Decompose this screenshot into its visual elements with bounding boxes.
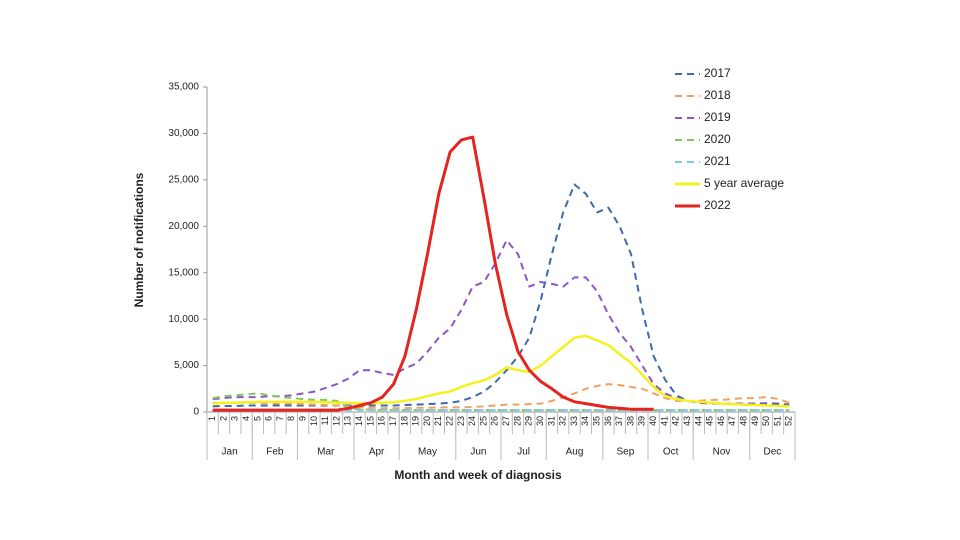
x-tick-label: 4 <box>241 416 251 421</box>
legend-label: 2021 <box>704 154 731 168</box>
legend-label: 5 year average <box>704 176 784 190</box>
legend-label: 2022 <box>704 198 731 212</box>
x-tick-label: 12 <box>331 416 341 426</box>
x-tick-label: 49 <box>750 416 760 426</box>
x-tick-label: 35 <box>591 416 601 426</box>
y-tick-label: 35,000 <box>168 82 199 93</box>
y-tick-label: 10,000 <box>168 314 199 325</box>
x-tick-label: 15 <box>365 416 375 426</box>
legend-label: 2018 <box>704 88 731 102</box>
x-tick-label: 32 <box>558 416 568 426</box>
x-tick-label: 48 <box>738 416 748 426</box>
month-label: Feb <box>266 447 284 458</box>
month-label: Mar <box>317 447 335 458</box>
x-tick-label: 17 <box>388 416 398 426</box>
legend-label: 2017 <box>704 66 731 80</box>
x-axis-title: Month and week of diagnosis <box>394 468 562 482</box>
y-tick-label: 30,000 <box>168 128 199 139</box>
x-tick-label: 27 <box>501 416 511 426</box>
month-label: Jan <box>222 447 238 458</box>
x-tick-label: 6 <box>264 416 274 421</box>
x-tick-label: 33 <box>569 416 579 426</box>
x-tick-label: 43 <box>682 416 692 426</box>
x-tick-label: 37 <box>614 416 624 426</box>
x-tick-label: 36 <box>603 416 613 426</box>
y-tick-label: 20,000 <box>168 221 199 232</box>
month-label: Aug <box>566 447 584 458</box>
series-line <box>212 239 790 407</box>
x-tick-label: 2 <box>218 416 228 421</box>
x-tick-label: 21 <box>433 416 443 426</box>
x-tick-label: 19 <box>411 416 421 426</box>
x-tick-label: 26 <box>490 416 500 426</box>
series-line <box>212 334 790 408</box>
month-label: Nov <box>713 447 731 458</box>
x-tick-label: 50 <box>761 416 771 426</box>
month-label: Oct <box>663 447 679 458</box>
x-tick-label: 40 <box>648 416 658 426</box>
x-tick-label: 47 <box>727 416 737 426</box>
month-label: Jun <box>470 447 486 458</box>
x-tick-label: 20 <box>422 416 432 426</box>
x-tick-label: 24 <box>467 416 477 426</box>
y-tick-label: 5,000 <box>174 360 199 371</box>
month-label: May <box>418 447 437 458</box>
x-tick-label: 52 <box>784 416 794 426</box>
x-tick-label: 14 <box>354 416 364 426</box>
x-tick-label: 23 <box>456 416 466 426</box>
x-tick-label: 9 <box>297 416 307 421</box>
legend-label: 2019 <box>704 110 731 124</box>
x-tick-label: 28 <box>512 416 522 426</box>
x-tick-label: 22 <box>444 416 454 426</box>
month-label: Jul <box>517 447 530 458</box>
series-line <box>212 383 790 410</box>
month-label: Sep <box>616 447 634 458</box>
series-line <box>212 135 654 412</box>
legend-label: 2020 <box>704 132 731 146</box>
x-tick-label: 34 <box>580 416 590 426</box>
y-tick-label: 15,000 <box>168 267 199 278</box>
x-tick-label: 25 <box>478 416 488 426</box>
y-axis-title: Number of notifications <box>132 172 146 307</box>
x-tick-label: 18 <box>399 416 409 426</box>
x-tick-label: 16 <box>377 416 387 426</box>
x-tick-label: 1 <box>207 416 217 421</box>
x-tick-label: 51 <box>772 416 782 426</box>
month-label: Apr <box>369 447 385 458</box>
x-tick-label: 5 <box>252 416 262 421</box>
x-tick-label: 30 <box>535 416 545 426</box>
x-tick-label: 29 <box>524 416 534 426</box>
x-tick-label: 41 <box>659 416 669 426</box>
y-tick-label: 0 <box>193 407 199 418</box>
x-tick-label: 44 <box>693 416 703 426</box>
x-tick-label: 46 <box>716 416 726 426</box>
x-tick-label: 31 <box>546 416 556 426</box>
x-tick-label: 3 <box>230 416 240 421</box>
x-tick-label: 7 <box>275 416 285 421</box>
x-tick-label: 8 <box>286 416 296 421</box>
x-tick-label: 42 <box>671 416 681 426</box>
y-tick-label: 25,000 <box>168 174 199 185</box>
x-tick-label: 38 <box>625 416 635 426</box>
x-tick-label: 13 <box>343 416 353 426</box>
x-tick-label: 10 <box>309 416 319 426</box>
x-tick-label: 11 <box>320 416 330 425</box>
month-label: Dec <box>763 447 781 458</box>
x-tick-label: 39 <box>637 416 647 426</box>
x-tick-label: 45 <box>705 416 715 426</box>
